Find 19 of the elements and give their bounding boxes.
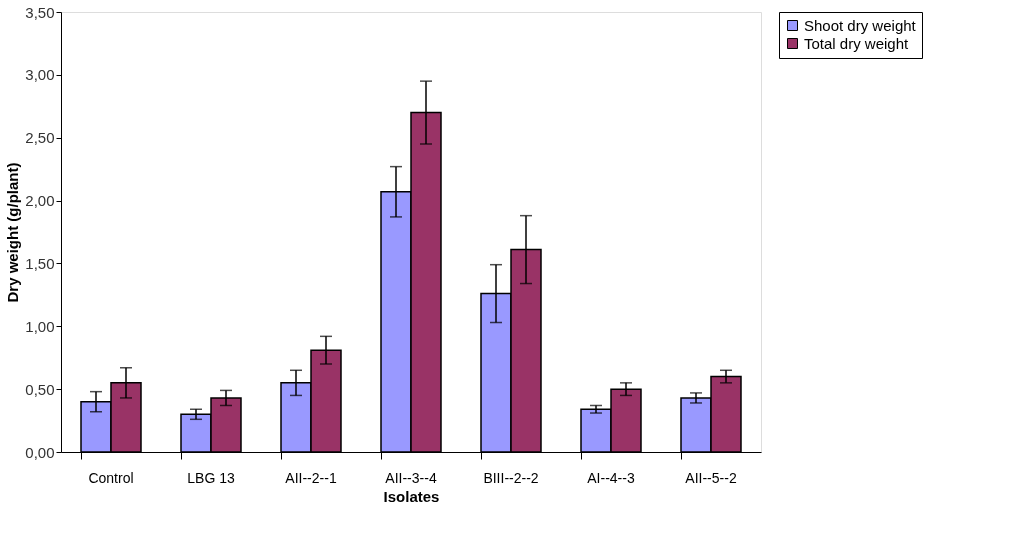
y-tick-label: 3,00 (25, 66, 55, 84)
y-tick-label: 2,00 (25, 192, 55, 210)
x-tick-label: AII--5--2 (685, 469, 737, 486)
x-tick-label: BIII--2--2 (483, 469, 539, 486)
y-tick-label: 1,00 (25, 317, 55, 335)
x-tick-label: AI--4--3 (587, 469, 635, 486)
y-tick-label: 0,00 (25, 443, 55, 461)
y-axis-title: Dry weight (g/plant) (4, 162, 22, 303)
x-tick-label: Control (88, 469, 134, 486)
y-tick-label: 3,50 (25, 3, 55, 21)
x-axis-title: Isolates (383, 487, 440, 505)
y-tick-label: 0,50 (25, 380, 55, 398)
legend-label: Shoot dry weight (804, 16, 917, 34)
x-tick-label: AII--3--4 (385, 469, 437, 486)
y-tick-label: 1,50 (25, 254, 55, 272)
x-tick-label: LBG 13 (187, 469, 235, 486)
x-tick-label: AII--2--1 (285, 469, 337, 486)
y-tick-label: 2,50 (25, 129, 55, 147)
legend-label: Total dry weight (804, 34, 910, 52)
